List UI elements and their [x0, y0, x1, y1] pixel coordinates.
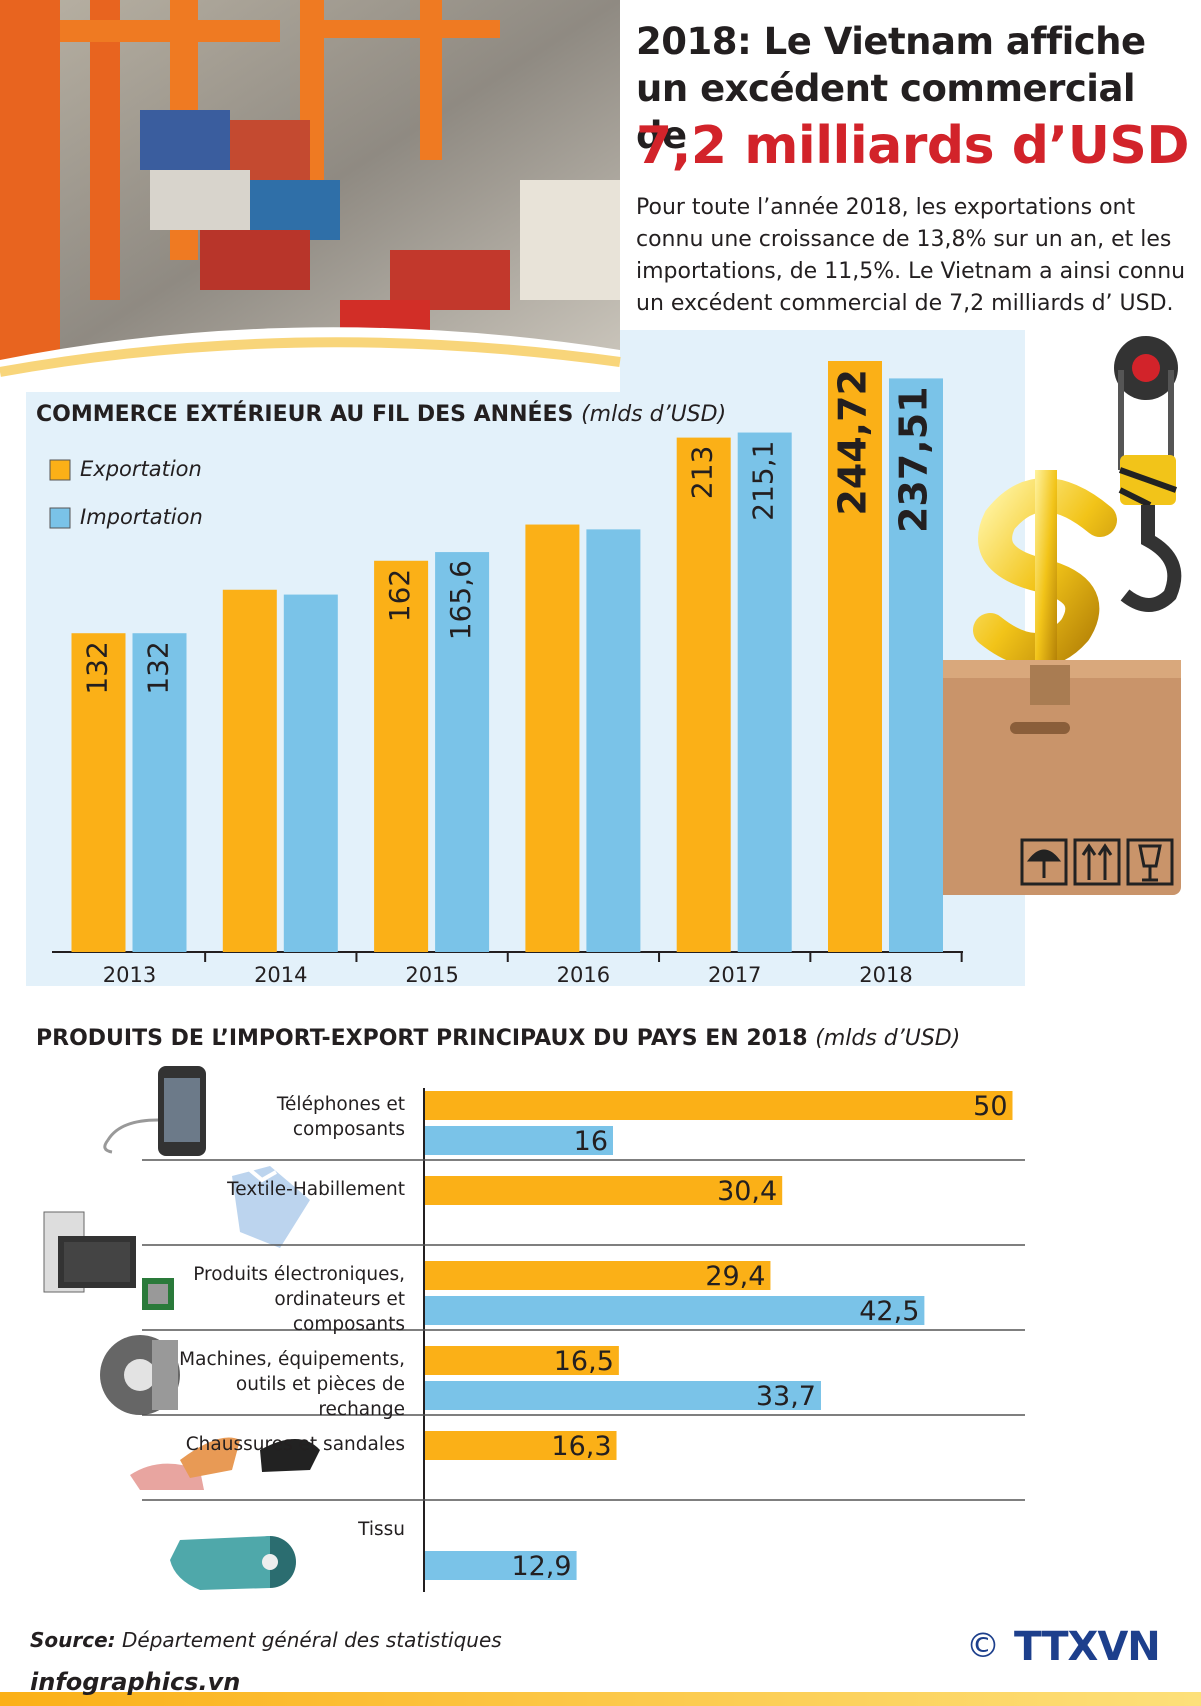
- chart-subtitle: (mlds d’USD): [581, 402, 727, 427]
- bar: [425, 1261, 771, 1290]
- chart-title: PRODUITS DE L’IMPORT-EXPORT PRINCIPAUX D…: [36, 1026, 808, 1051]
- bar: [425, 1091, 1013, 1120]
- chart-subtitle: (mlds d’USD): [815, 1026, 961, 1051]
- charts: Exportation Importation 2013 132 132 2014 2015…: [49, 361, 1025, 1592]
- product-icons: [43, 1066, 320, 1590]
- value-label: 162: [383, 569, 416, 622]
- bar: [374, 560, 429, 952]
- bar: [283, 594, 338, 952]
- value-label: 12,9: [511, 1551, 571, 1582]
- x-tick-label: 2018: [859, 963, 912, 987]
- headline-highlight: 7,2 milliards d’USD: [636, 116, 1190, 176]
- copyright: ©: [966, 1626, 1000, 1666]
- bar: [222, 589, 277, 952]
- value-label: 237,51: [892, 386, 936, 533]
- category-label: Téléphones et composants: [276, 1094, 405, 1140]
- bar: [425, 1381, 821, 1410]
- footer-strip: [0, 1692, 1201, 1706]
- value-label: 213: [686, 446, 719, 499]
- bar: [425, 1296, 925, 1325]
- x-tick-label: 2014: [254, 963, 307, 987]
- chart-title-row: COMMERCE EXTÉRIEUR AU FIL DES ANNÉES (ml…: [36, 402, 726, 427]
- value-label: 50: [973, 1091, 1007, 1122]
- category-label: Chaussures et sandales: [185, 1434, 405, 1455]
- value-label: 16: [574, 1126, 608, 1157]
- value-label: 29,4: [705, 1261, 765, 1292]
- source-text: Département général des statistiques: [122, 1628, 502, 1652]
- x-tick-label: 2017: [708, 963, 761, 987]
- bar: [435, 552, 490, 952]
- chart-title-row: PRODUITS DE L’IMPORT-EXPORT PRINCIPAUX D…: [36, 1026, 960, 1051]
- dollar-box-illustration: [918, 336, 1182, 895]
- category-label: Produits électroniques, ordinateurs et c…: [193, 1264, 405, 1335]
- value-label: 42,5: [859, 1296, 919, 1327]
- x-tick-label: 2016: [557, 963, 610, 987]
- bar: [132, 633, 187, 952]
- site: infographics.vn: [30, 1668, 241, 1696]
- value-label: 16,5: [554, 1346, 614, 1377]
- value-label: 30,4: [717, 1176, 777, 1207]
- headline: 2018: Le Vietnam affiche un excédent com…: [636, 20, 1146, 157]
- legend-swatch: [49, 459, 71, 481]
- bar: [586, 529, 641, 952]
- bar: [525, 524, 580, 952]
- x-tick-label: 2013: [103, 963, 156, 987]
- bar: [425, 1346, 619, 1375]
- legend-swatch: [49, 507, 71, 529]
- legend-label: Importation: [80, 505, 203, 529]
- value-label: 132: [81, 641, 114, 694]
- port-photo: [0, 0, 621, 392]
- value-label: 33,7: [756, 1381, 816, 1412]
- intro-paragraph: Pour toute l’année 2018, les exportation…: [636, 195, 1186, 316]
- source-label: Source:: [30, 1628, 116, 1652]
- value-label: 16,3: [551, 1431, 611, 1462]
- value-label: 165,6: [444, 560, 477, 640]
- value-label: 132: [142, 641, 175, 694]
- bar: [676, 437, 731, 953]
- x-tick-label: 2015: [405, 963, 458, 987]
- bar: [737, 432, 792, 952]
- bar: [425, 1176, 783, 1205]
- bar: [71, 633, 126, 952]
- category-label: Textile-Habillement: [227, 1179, 405, 1200]
- value-label: 244,72: [831, 369, 875, 516]
- bar: [828, 361, 882, 952]
- chart-title: COMMERCE EXTÉRIEUR AU FIL DES ANNÉES: [36, 402, 574, 427]
- value-label: 215,1: [747, 441, 780, 521]
- bar: [425, 1431, 617, 1460]
- category-label: Machines, équipements, outils et pièces …: [179, 1349, 405, 1420]
- bar: [889, 378, 943, 953]
- legend-label: Exportation: [80, 457, 202, 481]
- agency-logo: TTXVN: [1014, 1624, 1161, 1670]
- bar: [425, 1126, 613, 1155]
- bar: [425, 1551, 577, 1580]
- category-label: Tissu: [358, 1519, 405, 1540]
- source: Source: Département général des statisti…: [30, 1628, 502, 1652]
